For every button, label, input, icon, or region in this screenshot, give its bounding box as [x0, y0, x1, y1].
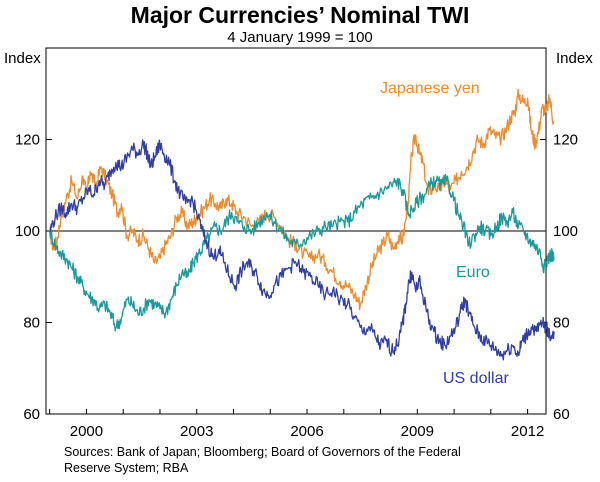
- x-tick-label-2009: 2009: [401, 423, 434, 440]
- y-tick-label-right-100: 100: [553, 223, 578, 240]
- y-tick-label-left-60: 60: [23, 406, 40, 423]
- x-tick-label-2000: 2000: [70, 423, 103, 440]
- series-line-euro: [49, 173, 555, 332]
- right-axis-unit-label: Index: [556, 50, 593, 67]
- y-tick-label-left-80: 80: [23, 315, 40, 332]
- x-tick-label-2006: 2006: [290, 423, 323, 440]
- x-tick-label-2012: 2012: [511, 423, 544, 440]
- y-tick-label-left-120: 120: [15, 132, 40, 149]
- y-tick-label-right-60: 60: [553, 406, 570, 423]
- left-axis-unit-label: Index: [4, 50, 41, 67]
- series-label-japanese-yen: Japanese yen: [380, 80, 480, 97]
- y-tick-label-right-120: 120: [553, 132, 578, 149]
- series-label-us-dollar: US dollar: [443, 370, 509, 387]
- y-tick-label-right-80: 80: [553, 315, 570, 332]
- chart-title: Major Currencies’ Nominal TWI: [130, 2, 470, 28]
- y-tick-label-left-100: 100: [15, 223, 40, 240]
- x-tick-label-2003: 2003: [180, 423, 213, 440]
- series-line-japanese-yen: [49, 88, 555, 311]
- series-line-us-dollar: [49, 139, 555, 361]
- series-label-euro: Euro: [456, 264, 490, 281]
- source-note: Sources: Bank of Japan; Bloomberg; Board…: [64, 445, 461, 475]
- chart-subtitle: 4 January 1999 = 100: [227, 29, 373, 46]
